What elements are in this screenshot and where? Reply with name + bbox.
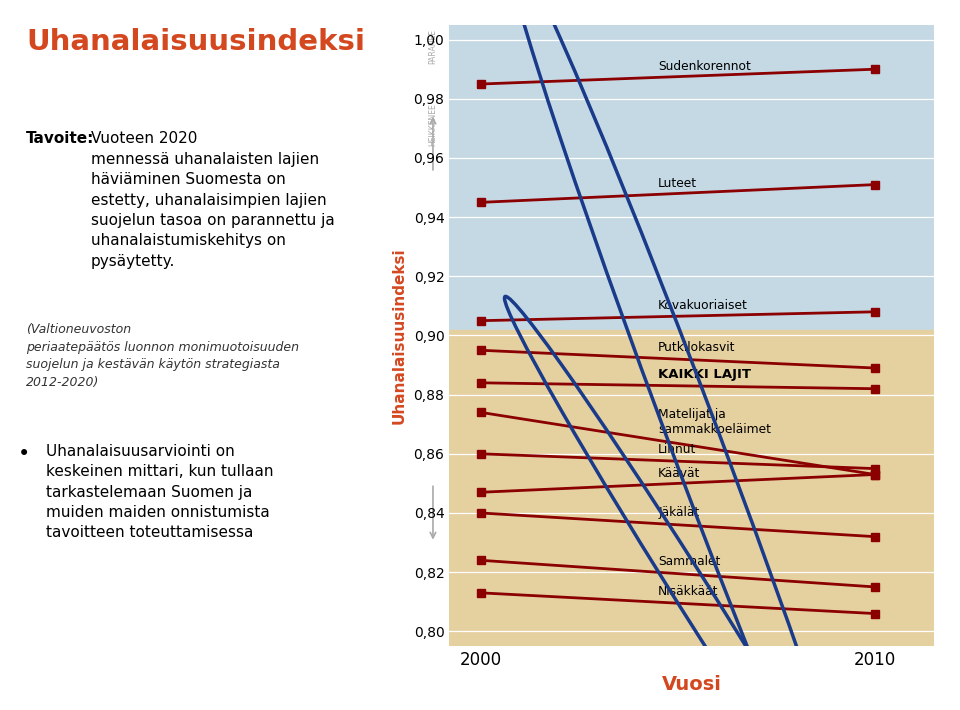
Text: Käävät: Käävät bbox=[659, 467, 701, 480]
Text: KAIKKI LAJIT: KAIKKI LAJIT bbox=[659, 368, 751, 381]
Bar bbox=[449, 25, 934, 329]
Text: Tavoite:: Tavoite: bbox=[26, 131, 95, 146]
Text: (Valtioneuvoston
periaatepäätös luonnon monimuotoisuuden
suojelun ja kestävän kä: (Valtioneuvoston periaatepäätös luonnon … bbox=[26, 323, 300, 388]
Text: Jäkälät: Jäkälät bbox=[659, 506, 700, 519]
Text: Linnut: Linnut bbox=[659, 443, 697, 456]
Y-axis label: Uhanalaisuusindeksi: Uhanalaisuusindeksi bbox=[392, 247, 407, 424]
Bar bbox=[449, 329, 934, 646]
Text: Luteet: Luteet bbox=[659, 177, 697, 190]
Text: Sudenkorennot: Sudenkorennot bbox=[659, 60, 751, 73]
Text: HEIKKENEE: HEIKKENEE bbox=[428, 103, 438, 146]
Text: Sammalet: Sammalet bbox=[659, 555, 721, 568]
Text: Uhanalaisuusarviointi on
keskeinen mittari, kun tullaan
tarkastelemaan Suomen ja: Uhanalaisuusarviointi on keskeinen mitta… bbox=[46, 444, 274, 540]
Text: PARANEE: PARANEE bbox=[428, 29, 438, 64]
Text: Nisäkkäät: Nisäkkäät bbox=[659, 585, 719, 598]
Text: Matelijat ja
sammakkoeläimet: Matelijat ja sammakkoeläimet bbox=[659, 408, 771, 436]
Text: Uhanalaisuusindeksi: Uhanalaisuusindeksi bbox=[26, 28, 365, 56]
Text: Vuoteen 2020
mennessä uhanalaisten lajien
häviäminen Suomesta on
estetty, uhanal: Vuoteen 2020 mennessä uhanalaisten lajie… bbox=[91, 131, 335, 269]
Text: Putkilokasvit: Putkilokasvit bbox=[659, 341, 735, 354]
Text: •: • bbox=[17, 444, 30, 464]
Text: Kovakuoriaiset: Kovakuoriaiset bbox=[659, 299, 748, 312]
X-axis label: Vuosi: Vuosi bbox=[661, 674, 722, 694]
